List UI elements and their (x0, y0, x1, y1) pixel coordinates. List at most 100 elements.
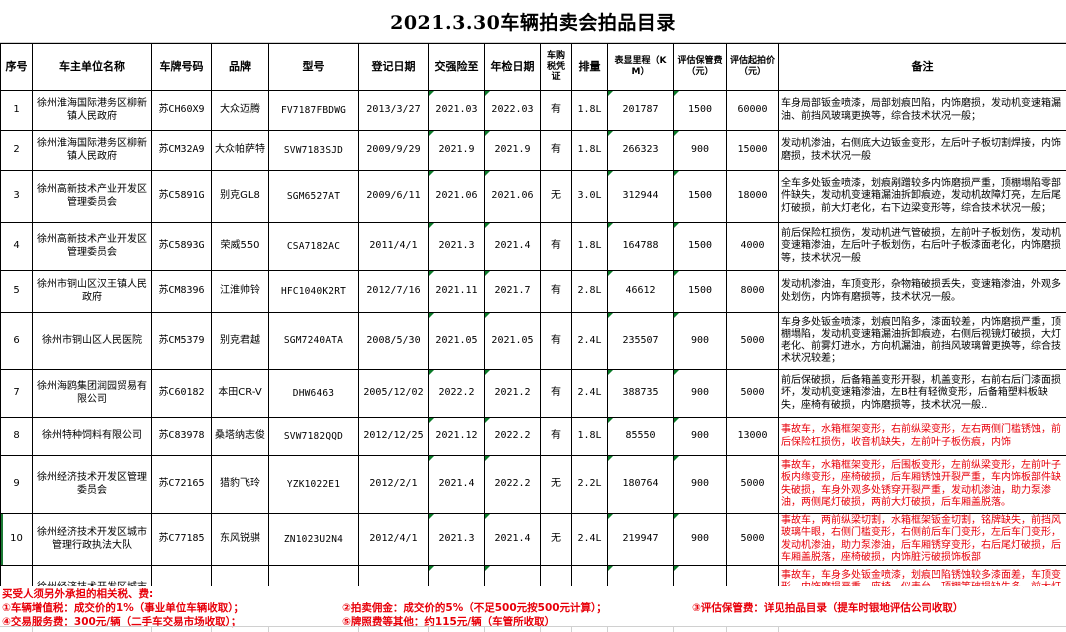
cell-mileage: 85550 (608, 418, 674, 456)
cell-tax-cert: 无 (541, 171, 572, 223)
cell-mileage: 312944 (608, 171, 674, 223)
cell-owner: 徐州高新技术产业开发区管理委员会 (33, 171, 152, 223)
cell-owner: 徐州市铜山区人民医院 (33, 313, 152, 370)
cell-owner: 徐州特种饲料有限公司 (33, 418, 152, 456)
cell-model: SGM6527AT (269, 171, 359, 223)
col-header-mileage: 表显里程（KM） (608, 44, 674, 91)
cell-inspect-date: 2022.03 (485, 91, 541, 131)
cell-reg-date: 2009/9/29 (359, 131, 429, 171)
col-header-storage-fee: 评估保管费（元） (674, 44, 727, 91)
col-header-seq: 序号 (1, 44, 33, 91)
cell-displacement: 1.8L (572, 418, 608, 456)
cell-plate: 苏C5893G (152, 223, 212, 271)
cell-insurance-to: 2021.4 (429, 456, 485, 514)
cell-plate: 苏C5891G (152, 171, 212, 223)
cell-inspect-date: 2021.05 (485, 313, 541, 370)
cell-displacement: 2.4L (572, 370, 608, 418)
cell-insurance-to: 2021.05 (429, 313, 485, 370)
cell-model: SGM7240ATA (269, 313, 359, 370)
cell-brand: 大众帕萨特 (212, 131, 269, 171)
cell-displacement: 2.2L (572, 456, 608, 514)
cell-plate: 苏C60182 (152, 370, 212, 418)
cell-remark: 事故车，两前纵梁切割，水箱框架钣金切割，铭牌缺失，前挡风玻璃牛眼，右侧门槛变形，… (779, 514, 1066, 566)
cell-reg-date: 2013/3/27 (359, 91, 429, 131)
cell-brand: 本田CR-V (212, 370, 269, 418)
cell-storage-fee: 1500 (674, 171, 727, 223)
cell-remark: 车身多处钣金喷漆，划痕凹陷多，漆面较差，内饰磨损严重，顶棚塌陷，发动机变速箱漏油… (779, 313, 1066, 370)
cell-displacement: 2.4L (572, 514, 608, 566)
cell-tax-cert: 有 (541, 91, 572, 131)
cell-inspect-date: 2021.4 (485, 514, 541, 566)
cell-remark: 事故车，水箱框架变形，后围板变形，左前纵梁变形，左前叶子板内缘变形，座椅破损，后… (779, 456, 1066, 514)
cell-inspect-date: 2021.06 (485, 171, 541, 223)
cell-insurance-to: 2021.9 (429, 131, 485, 171)
col-header-start-price: 评估起拍价（元） (727, 44, 779, 91)
cell-model: HFC1040K2RT (269, 271, 359, 313)
cell-seq: 9 (1, 456, 33, 514)
col-header-tax-cert: 车购税凭证 (541, 44, 572, 91)
cell-insurance-to: 2021.3 (429, 223, 485, 271)
notes-heading: 买受人须另外承担的相关税、费: (0, 587, 1066, 601)
cell-seq: 1 (1, 91, 33, 131)
col-header-reg-date: 登记日期 (359, 44, 429, 91)
cell-brand: 大众迈腾 (212, 91, 269, 131)
col-header-displacement: 排量 (572, 44, 608, 91)
cell-plate: 苏CM5379 (152, 313, 212, 370)
cell-brand: 猎豹飞玲 (212, 456, 269, 514)
cell-inspect-date: 2022.2 (485, 456, 541, 514)
cell-storage-fee: 900 (674, 313, 727, 370)
cell-reg-date: 2012/12/25 (359, 418, 429, 456)
col-header-inspect-date: 年检日期 (485, 44, 541, 91)
cell-storage-fee: 900 (674, 456, 727, 514)
cell-plate: 苏CM32A9 (152, 131, 212, 171)
cell-mileage: 46612 (608, 271, 674, 313)
note-item-1: ①车辆增值税：成交价的1%（事业单位车辆收取）； (2, 601, 342, 615)
cell-seq: 3 (1, 171, 33, 223)
cell-storage-fee: 1500 (674, 271, 727, 313)
cell-inspect-date: 2021.7 (485, 271, 541, 313)
cell-displacement: 3.0L (572, 171, 608, 223)
cell-owner: 徐州海鸥集团润园贸易有限公司 (33, 370, 152, 418)
cell-model: ZN1023U2N4 (269, 514, 359, 566)
cell-reg-date: 2012/4/1 (359, 514, 429, 566)
cell-remark: 事故车，水箱框架变形，右前纵梁变形，左右两侧门槛锈蚀，前后保险杠损伤，收音机缺失… (779, 418, 1066, 456)
cell-owner: 徐州淮海国际港务区柳新镇人民政府 (33, 91, 152, 131)
page-title: 2021.3.30车辆拍卖会拍品目录 (390, 8, 676, 35)
cell-insurance-to: 2021.3 (429, 514, 485, 566)
cell-brand: 荣威550 (212, 223, 269, 271)
cell-brand: 别克君越 (212, 313, 269, 370)
cell-seq: 8 (1, 418, 33, 456)
cell-inspect-date: 2022.2 (485, 418, 541, 456)
cell-displacement: 2.4L (572, 313, 608, 370)
cell-insurance-to: 2021.11 (429, 271, 485, 313)
col-header-brand: 品牌 (212, 44, 269, 91)
col-header-plate: 车牌号码 (152, 44, 212, 91)
cell-mileage: 219947 (608, 514, 674, 566)
cell-model: FV7187FBDWG (269, 91, 359, 131)
cell-displacement: 2.8L (572, 271, 608, 313)
cell-storage-fee: 1500 (674, 223, 727, 271)
cell-brand: 桑塔纳志俊 (212, 418, 269, 456)
cell-owner: 徐州经济技术开发区城市管理行政执法大队 (33, 514, 152, 566)
footer-notes: 买受人须另外承担的相关税、费: ①车辆增值税：成交价的1%（事业单位车辆收取）；… (0, 586, 1066, 631)
cell-model: CSA7182AC (269, 223, 359, 271)
cell-seq: 5 (1, 271, 33, 313)
notes-row-1: ①车辆增值税：成交价的1%（事业单位车辆收取）； ②拍卖佣金：成交价的5%（不足… (0, 601, 1066, 615)
cell-storage-fee: 900 (674, 514, 727, 566)
cell-start-price: 5000 (727, 370, 779, 418)
cell-tax-cert: 有 (541, 370, 572, 418)
table-header-row: 序号 车主单位名称 车牌号码 品牌 型号 登记日期 交强险至 年检日期 车购税凭… (1, 44, 1066, 91)
cell-remark: 发动机渗油，车顶变形，杂物箱破损丢失，变速箱渗油，外观多处划伤，内饰有磨损等，技… (779, 271, 1066, 313)
cell-insurance-to: 2022.2 (429, 370, 485, 418)
